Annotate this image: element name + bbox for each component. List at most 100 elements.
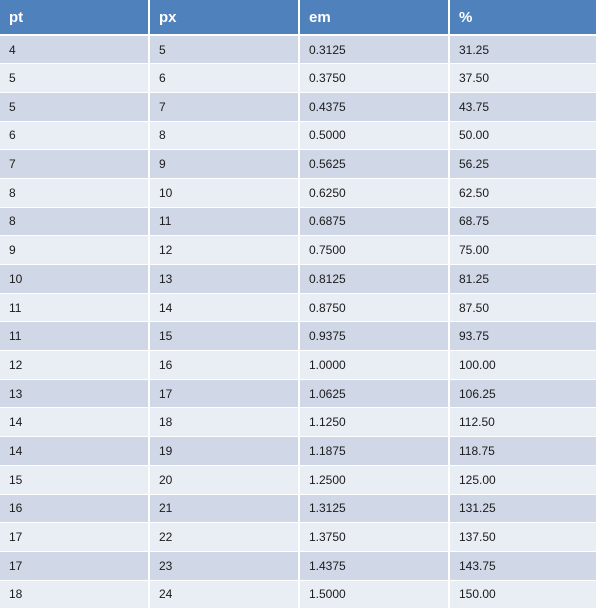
cell-pt: 8: [0, 207, 150, 237]
table-row: 13 17 1.0625 106.25: [0, 379, 596, 409]
column-header-percent: %: [449, 0, 596, 36]
cell-pt: 7: [0, 149, 150, 179]
cell-px: 18: [149, 407, 300, 438]
cell-px: 19: [149, 436, 300, 466]
table-row: 9 12 0.7500 75.00: [0, 235, 596, 265]
cell-px: 12: [149, 235, 300, 265]
cell-percent: 137.50: [449, 522, 596, 552]
cell-percent: 125.00: [449, 465, 596, 495]
table-row: 14 18 1.1250 112.50: [0, 407, 596, 438]
table-row: 6 8 0.5000 50.00: [0, 121, 596, 151]
table-row: 17 22 1.3750 137.50: [0, 522, 596, 552]
cell-px: 23: [149, 551, 300, 581]
cell-percent: 100.00: [449, 350, 596, 380]
cell-pt: 18: [0, 580, 150, 610]
cell-percent: 43.75: [449, 92, 596, 122]
cell-em: 1.1875: [299, 436, 450, 466]
cell-px: 17: [149, 379, 300, 409]
table-row: 12 16 1.0000 100.00: [0, 350, 596, 380]
cell-percent: 87.50: [449, 293, 596, 323]
cell-percent: 37.50: [449, 63, 596, 93]
cell-pt: 17: [0, 522, 150, 552]
table-row: 11 14 0.8750 87.50: [0, 293, 596, 323]
cell-percent: 31.25: [449, 35, 596, 65]
cell-em: 0.5625: [299, 149, 450, 179]
cell-em: 0.5000: [299, 121, 450, 151]
cell-pt: 5: [0, 63, 150, 93]
cell-px: 9: [149, 149, 300, 179]
table-row: 15 20 1.2500 125.00: [0, 465, 596, 495]
cell-em: 0.4375: [299, 92, 450, 122]
table-row: 18 24 1.5000 150.00: [0, 580, 596, 610]
cell-percent: 50.00: [449, 121, 596, 151]
cell-em: 1.1250: [299, 407, 450, 438]
table-body: 4 5 0.3125 31.25 5 6 0.3750 37.50 5 7 0.…: [0, 35, 596, 610]
cell-pt: 14: [0, 407, 150, 438]
cell-percent: 56.25: [449, 149, 596, 179]
cell-px: 13: [149, 264, 300, 294]
table-row: 14 19 1.1875 118.75: [0, 436, 596, 466]
cell-px: 5: [149, 35, 300, 65]
cell-pt: 6: [0, 121, 150, 151]
cell-px: 22: [149, 522, 300, 552]
cell-px: 16: [149, 350, 300, 380]
cell-px: 24: [149, 580, 300, 610]
cell-pt: 16: [0, 494, 150, 524]
cell-pt: 4: [0, 35, 150, 65]
cell-pt: 12: [0, 350, 150, 380]
cell-px: 8: [149, 121, 300, 151]
cell-pt: 11: [0, 321, 150, 352]
cell-pt: 13: [0, 379, 150, 409]
table-row: 10 13 0.8125 81.25: [0, 264, 596, 294]
cell-pt: 10: [0, 264, 150, 294]
table-row: 4 5 0.3125 31.25: [0, 35, 596, 65]
cell-em: 0.8750: [299, 293, 450, 323]
cell-em: 0.3750: [299, 63, 450, 93]
cell-px: 21: [149, 494, 300, 524]
cell-pt: 15: [0, 465, 150, 495]
cell-em: 0.9375: [299, 321, 450, 352]
cell-em: 1.5000: [299, 580, 450, 610]
cell-percent: 150.00: [449, 580, 596, 610]
cell-px: 15: [149, 321, 300, 352]
cell-percent: 62.50: [449, 178, 596, 208]
cell-em: 1.3125: [299, 494, 450, 524]
cell-em: 0.3125: [299, 35, 450, 65]
cell-em: 0.7500: [299, 235, 450, 265]
cell-percent: 118.75: [449, 436, 596, 466]
cell-percent: 143.75: [449, 551, 596, 581]
cell-percent: 112.50: [449, 407, 596, 438]
table-row: 7 9 0.5625 56.25: [0, 149, 596, 179]
cell-em: 1.2500: [299, 465, 450, 495]
cell-pt: 17: [0, 551, 150, 581]
cell-px: 14: [149, 293, 300, 323]
table-row: 5 6 0.3750 37.50: [0, 63, 596, 93]
cell-pt: 11: [0, 293, 150, 323]
cell-em: 1.0625: [299, 379, 450, 409]
table-row: 5 7 0.4375 43.75: [0, 92, 596, 122]
cell-em: 1.4375: [299, 551, 450, 581]
column-header-px: px: [149, 0, 300, 36]
cell-em: 1.3750: [299, 522, 450, 552]
cell-em: 0.6250: [299, 178, 450, 208]
cell-percent: 75.00: [449, 235, 596, 265]
column-header-em: em: [299, 0, 450, 36]
cell-pt: 5: [0, 92, 150, 122]
table-header-row: pt px em %: [0, 0, 596, 36]
cell-em: 1.0000: [299, 350, 450, 380]
cell-percent: 131.25: [449, 494, 596, 524]
cell-pt: 8: [0, 178, 150, 208]
cell-em: 0.8125: [299, 264, 450, 294]
table-row: 16 21 1.3125 131.25: [0, 494, 596, 524]
column-header-pt: pt: [0, 0, 150, 36]
cell-percent: 93.75: [449, 321, 596, 352]
cell-px: 10: [149, 178, 300, 208]
cell-pt: 14: [0, 436, 150, 466]
table-row: 8 11 0.6875 68.75: [0, 207, 596, 237]
table-row: 17 23 1.4375 143.75: [0, 551, 596, 581]
cell-percent: 81.25: [449, 264, 596, 294]
cell-px: 11: [149, 207, 300, 237]
cell-percent: 106.25: [449, 379, 596, 409]
cell-pt: 9: [0, 235, 150, 265]
